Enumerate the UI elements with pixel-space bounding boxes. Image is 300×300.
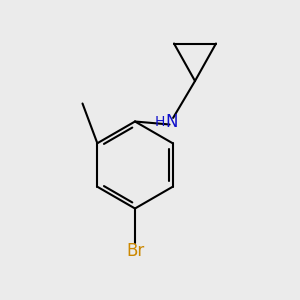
Text: Br: Br xyxy=(126,242,144,260)
Text: H: H xyxy=(155,115,165,129)
Text: N: N xyxy=(166,113,178,131)
